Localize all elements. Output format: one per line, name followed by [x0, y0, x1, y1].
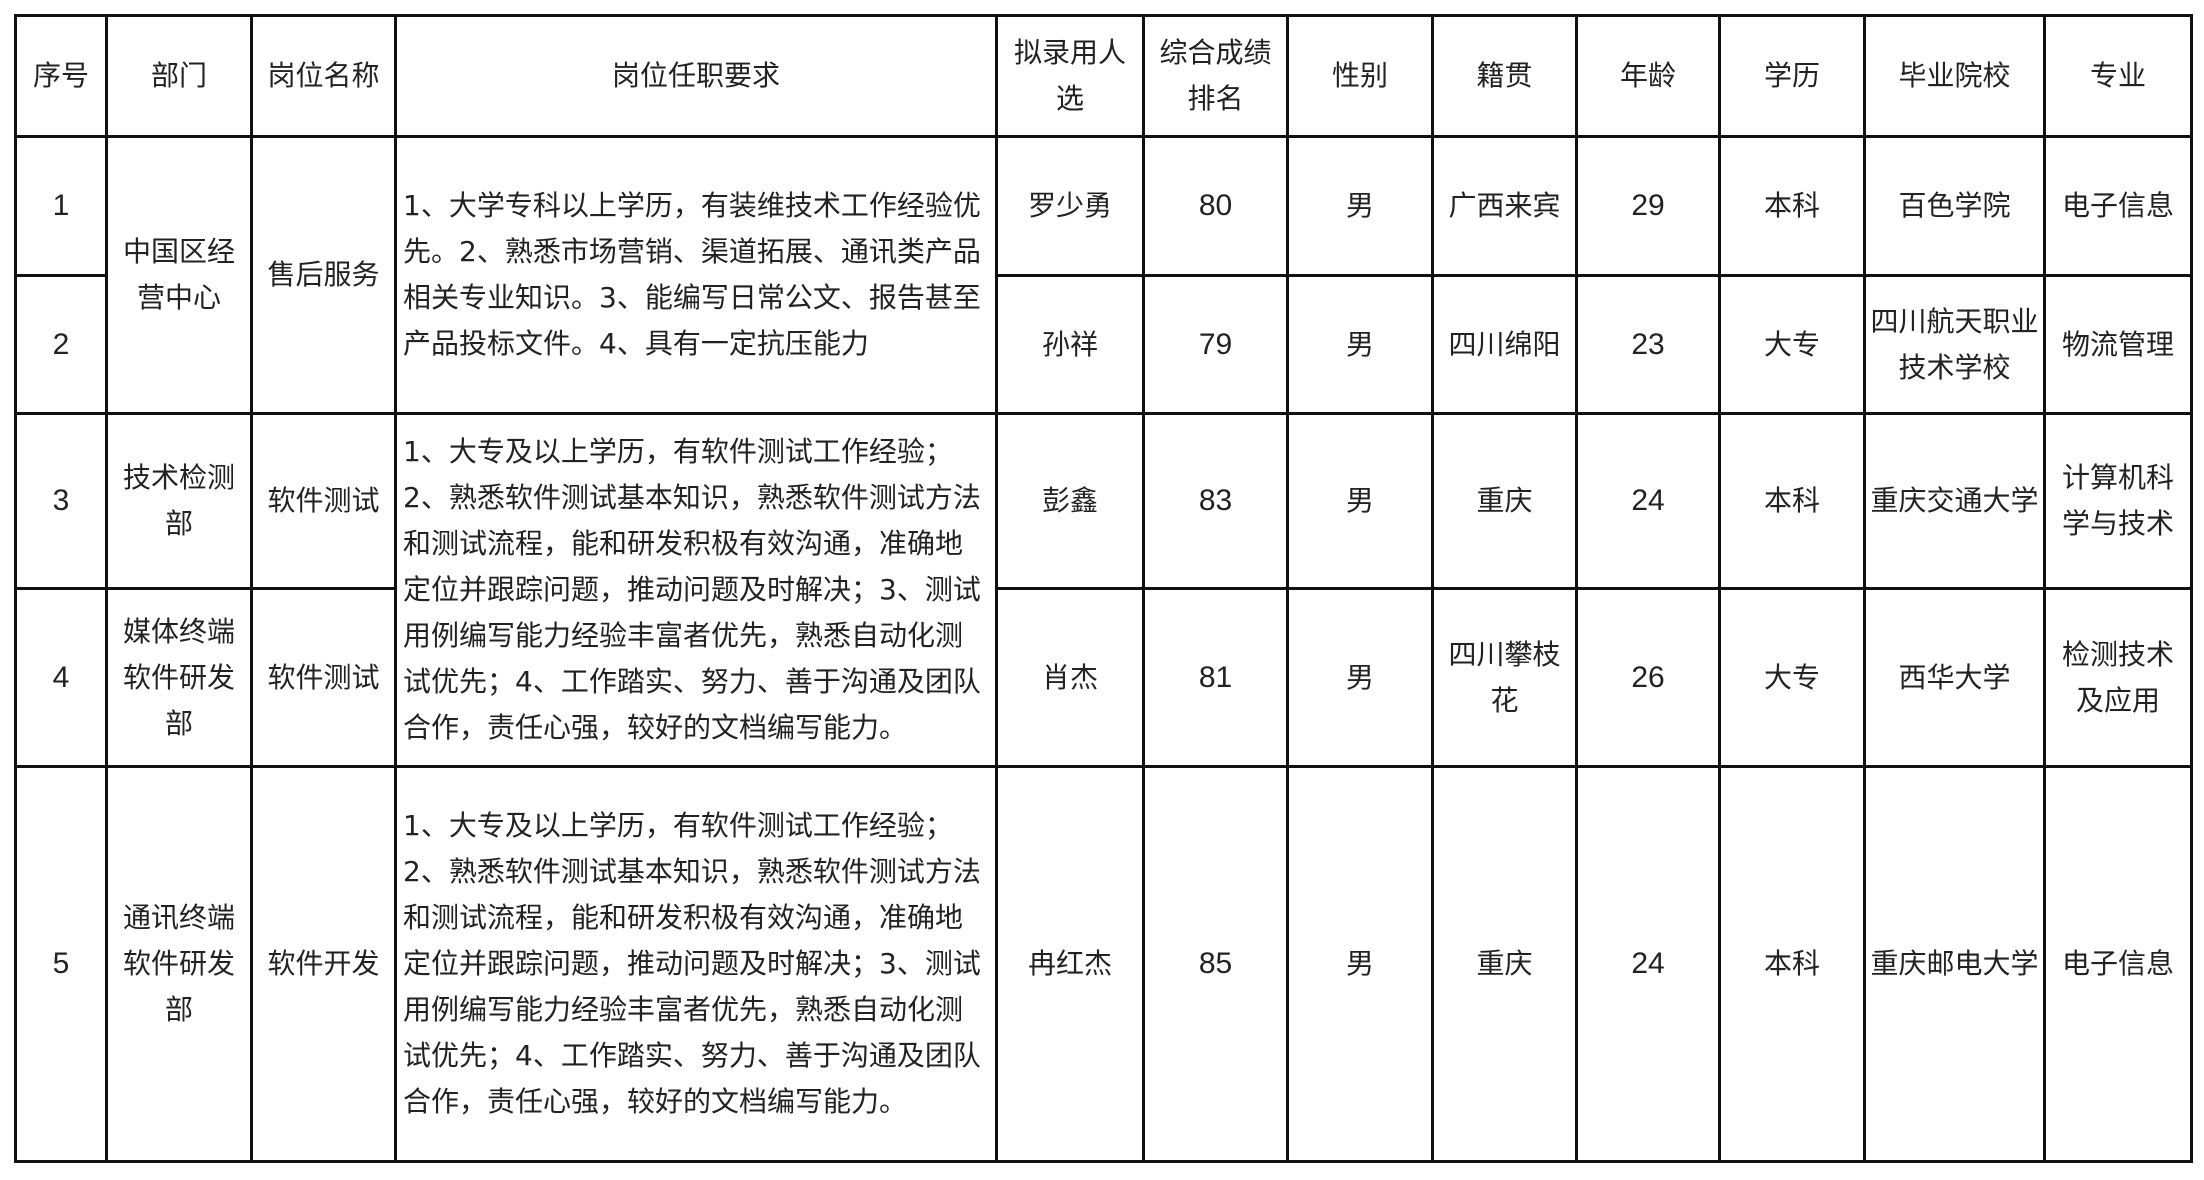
cell-major: 检测技术及应用 [2043, 587, 2193, 768]
column-header: 序号 [14, 14, 108, 138]
cell-gender: 男 [1286, 274, 1434, 415]
column-header: 岗位名称 [250, 14, 397, 138]
cell-no: 2 [14, 274, 108, 415]
column-header: 综合成绩排名 [1142, 14, 1289, 138]
cell-age: 26 [1575, 587, 1721, 768]
cell-name: 彭鑫 [995, 412, 1145, 590]
cell-origin: 四川绵阳 [1431, 274, 1578, 415]
cell-position: 售后服务 [250, 135, 397, 415]
column-header: 籍贯 [1431, 14, 1578, 138]
cell-name: 罗少勇 [995, 135, 1145, 277]
cell-name: 冉红杰 [995, 765, 1145, 1163]
column-header: 学历 [1718, 14, 1866, 138]
cell-dept: 技术检测部 [105, 412, 253, 590]
cell-score: 80 [1142, 135, 1289, 277]
cell-no: 5 [14, 765, 108, 1163]
cell-major: 计算机科学与技术 [2043, 412, 2193, 590]
cell-school: 西华大学 [1863, 587, 2046, 768]
cell-origin: 重庆 [1431, 412, 1578, 590]
cell-dept: 中国区经营中心 [105, 135, 253, 415]
cell-position: 软件测试 [250, 587, 397, 768]
cell-age: 23 [1575, 274, 1721, 415]
cell-dept: 媒体终端软件研发部 [105, 587, 253, 768]
cell-gender: 男 [1286, 135, 1434, 277]
cell-major: 电子信息 [2043, 765, 2193, 1163]
cell-requirements: 1、大学专科以上学历，有装维技术工作经验优先。2、熟悉市场营销、渠道拓展、通讯类… [394, 135, 998, 415]
cell-origin: 广西来宾 [1431, 135, 1578, 277]
cell-origin: 重庆 [1431, 765, 1578, 1163]
cell-score: 85 [1142, 765, 1289, 1163]
cell-name: 肖杰 [995, 587, 1145, 768]
column-header: 拟录用人选 [995, 14, 1145, 138]
column-header: 岗位任职要求 [394, 14, 998, 138]
cell-age: 24 [1575, 412, 1721, 590]
cell-edu: 本科 [1718, 135, 1866, 277]
column-header: 性别 [1286, 14, 1434, 138]
cell-score: 83 [1142, 412, 1289, 590]
cell-no: 3 [14, 412, 108, 590]
cell-position: 软件测试 [250, 412, 397, 590]
cell-school: 百色学院 [1863, 135, 2046, 277]
cell-gender: 男 [1286, 765, 1434, 1163]
column-header: 部门 [105, 14, 253, 138]
cell-school: 四川航天职业技术学校 [1863, 274, 2046, 415]
cell-score: 79 [1142, 274, 1289, 415]
column-header: 年龄 [1575, 14, 1721, 138]
cell-school: 重庆邮电大学 [1863, 765, 2046, 1163]
cell-no: 1 [14, 135, 108, 277]
table-row: 3 技术检测部 软件测试 1、大专及以上学历，有软件测试工作经验；2、熟悉软件测… [14, 412, 2193, 768]
cell-age: 29 [1575, 135, 1721, 277]
table-row: 5 通讯终端软件研发部 软件开发 1、大专及以上学历，有软件测试工作经验；2、熟… [14, 765, 2193, 1163]
cell-gender: 男 [1286, 412, 1434, 590]
cell-requirements: 1、大专及以上学历，有软件测试工作经验；2、熟悉软件测试基本知识，熟悉软件测试方… [394, 765, 998, 1163]
column-header: 毕业院校 [1863, 14, 2046, 138]
header-row: 序号 部门 岗位名称 岗位任职要求 拟录用人选 综合成绩排名 性别 籍贯 年龄 学历 毕业院校 专业 [14, 14, 2193, 138]
table-row: 2 孙祥 79 男 四川绵阳 23 大专 四川航天职业技术学校 物流管理 [14, 274, 2193, 415]
cell-origin: 四川攀枝花 [1431, 587, 1578, 768]
cell-requirements: 1、大专及以上学历，有软件测试工作经验；2、熟悉软件测试基本知识，熟悉软件测试方… [394, 412, 998, 768]
cell-gender: 男 [1286, 587, 1434, 768]
cell-dept: 通讯终端软件研发部 [105, 765, 253, 1163]
cell-score: 81 [1142, 587, 1289, 768]
cell-no: 4 [14, 587, 108, 768]
recruitment-table: 序号 部门 岗位名称 岗位任职要求 拟录用人选 综合成绩排名 性别 籍贯 年龄 学历 毕业院校 专业 … [14, 14, 2193, 1163]
cell-position: 软件开发 [250, 765, 397, 1163]
cell-edu: 本科 [1718, 765, 1866, 1163]
cell-age: 24 [1575, 765, 1721, 1163]
table-row: 1 中国区经营中心 售后服务 1、大学专科以上学历，有装维技术工作经验优先。2、… [14, 135, 2193, 415]
table-row: 4 媒体终端软件研发部 软件测试 肖杰 81 男 四川攀枝花 26 大专 西华大… [14, 587, 2193, 768]
cell-school: 重庆交通大学 [1863, 412, 2046, 590]
cell-major: 电子信息 [2043, 135, 2193, 277]
cell-edu: 大专 [1718, 587, 1866, 768]
cell-edu: 大专 [1718, 274, 1866, 415]
cell-name: 孙祥 [995, 274, 1145, 415]
cell-major: 物流管理 [2043, 274, 2193, 415]
cell-edu: 本科 [1718, 412, 1866, 590]
column-header: 专业 [2043, 14, 2193, 138]
